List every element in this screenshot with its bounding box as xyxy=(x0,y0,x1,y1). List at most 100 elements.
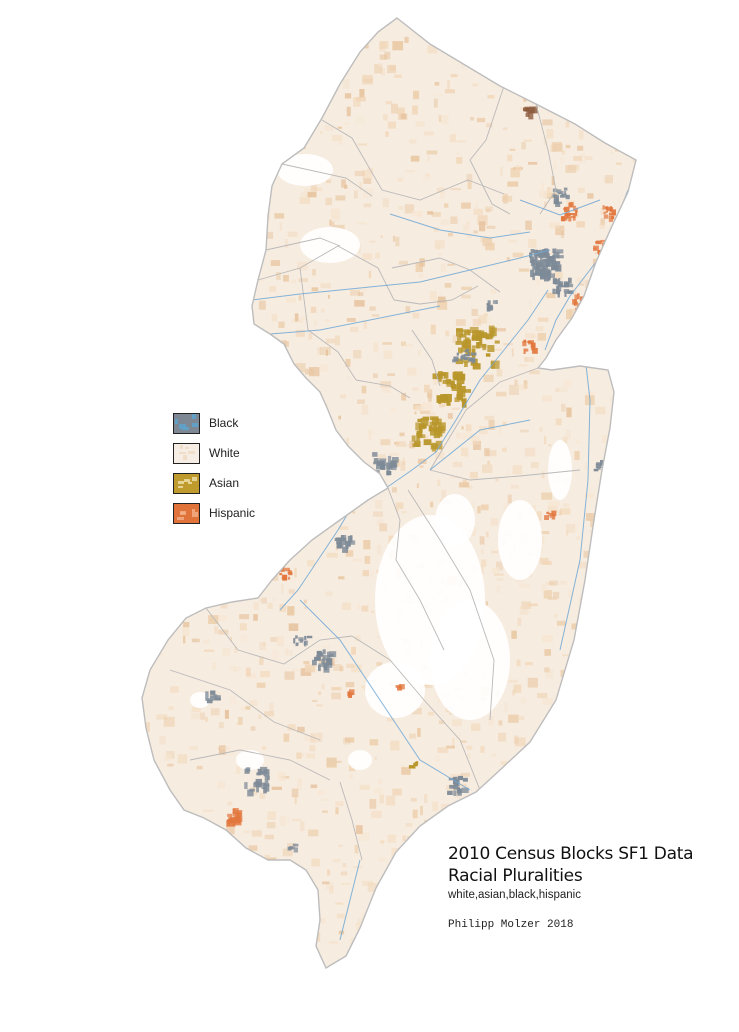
black-block xyxy=(249,788,255,792)
white-block xyxy=(227,801,233,806)
white-block xyxy=(625,305,631,311)
white-block xyxy=(444,811,455,817)
white-block xyxy=(473,818,479,827)
white-block xyxy=(457,934,464,938)
white-block xyxy=(194,226,204,235)
black-block xyxy=(467,352,470,356)
asian-block xyxy=(488,325,495,333)
white-block xyxy=(462,432,473,440)
white-block xyxy=(544,436,547,445)
white-block xyxy=(271,362,277,371)
white-block xyxy=(265,231,274,239)
white-block xyxy=(313,187,323,192)
white-block xyxy=(173,56,180,64)
white-block xyxy=(191,849,203,860)
white-block xyxy=(556,620,566,626)
white-block xyxy=(266,857,277,865)
white-block xyxy=(163,317,169,328)
white-block xyxy=(638,534,641,540)
white-block xyxy=(258,190,265,198)
black-block xyxy=(326,655,331,662)
white-block xyxy=(627,819,633,823)
hispanic-block xyxy=(611,257,616,261)
white-block xyxy=(392,935,402,940)
unpopulated-area xyxy=(498,500,542,580)
white-block xyxy=(525,220,532,230)
asian-block xyxy=(416,430,423,438)
white-block xyxy=(637,92,643,97)
white-block xyxy=(253,246,265,251)
white-block xyxy=(514,936,522,944)
hispanic-block xyxy=(532,347,538,354)
white-block xyxy=(181,550,193,557)
white-block xyxy=(434,239,445,249)
white-block xyxy=(582,33,585,41)
white-block xyxy=(269,285,277,292)
white-block xyxy=(294,567,297,578)
white-block xyxy=(548,768,559,776)
white-block xyxy=(597,114,607,121)
white-block xyxy=(350,289,361,296)
white-block xyxy=(613,684,618,688)
white-block xyxy=(320,283,331,289)
white-block xyxy=(294,313,299,322)
white-block xyxy=(143,445,149,453)
white-block xyxy=(563,503,570,507)
white-block xyxy=(369,306,376,311)
white-block xyxy=(193,372,199,380)
white-block xyxy=(544,395,553,402)
white-block xyxy=(153,78,162,86)
swatch-texture xyxy=(192,413,196,419)
white-block xyxy=(265,948,274,952)
white-block xyxy=(471,435,480,445)
white-block xyxy=(599,358,604,361)
black-block xyxy=(552,193,556,198)
white-block xyxy=(447,933,450,939)
white-block xyxy=(417,727,421,737)
white-block xyxy=(639,261,642,264)
white-block xyxy=(494,47,505,54)
white-block xyxy=(450,52,454,55)
white-block xyxy=(145,461,150,469)
white-block xyxy=(201,141,209,145)
black-block xyxy=(343,535,347,542)
white-block xyxy=(559,581,567,585)
white-block xyxy=(318,486,323,495)
black-block xyxy=(460,356,464,361)
white-block xyxy=(253,47,264,54)
white-block xyxy=(166,343,176,353)
white-block xyxy=(434,823,446,826)
black-block xyxy=(458,775,463,781)
white-block xyxy=(254,578,262,588)
white-block xyxy=(336,913,345,919)
hispanic-block xyxy=(609,212,615,216)
white-block xyxy=(411,707,422,715)
black-block xyxy=(492,300,497,304)
white-block xyxy=(428,960,437,968)
black-block xyxy=(453,356,459,362)
white-block xyxy=(496,369,503,377)
white-block xyxy=(233,666,237,673)
white-block xyxy=(209,312,213,322)
white-block xyxy=(348,20,359,30)
white-block xyxy=(233,350,238,354)
white-block xyxy=(288,589,295,594)
white-block xyxy=(239,249,245,256)
hispanic-block xyxy=(284,567,290,572)
white-block xyxy=(595,549,605,552)
white-block xyxy=(319,918,326,924)
white-block xyxy=(203,649,215,652)
white-block xyxy=(307,560,315,567)
legend-item-black: Black xyxy=(173,408,255,438)
white-block xyxy=(493,951,503,960)
white-block xyxy=(218,722,224,729)
white-block xyxy=(208,615,219,624)
white-block xyxy=(496,328,506,332)
white-block xyxy=(452,461,463,468)
black-block xyxy=(267,775,270,781)
white-block xyxy=(447,263,455,266)
black-block xyxy=(596,466,601,470)
white-block xyxy=(416,948,420,955)
white-block xyxy=(263,124,267,132)
black-block xyxy=(343,537,347,546)
